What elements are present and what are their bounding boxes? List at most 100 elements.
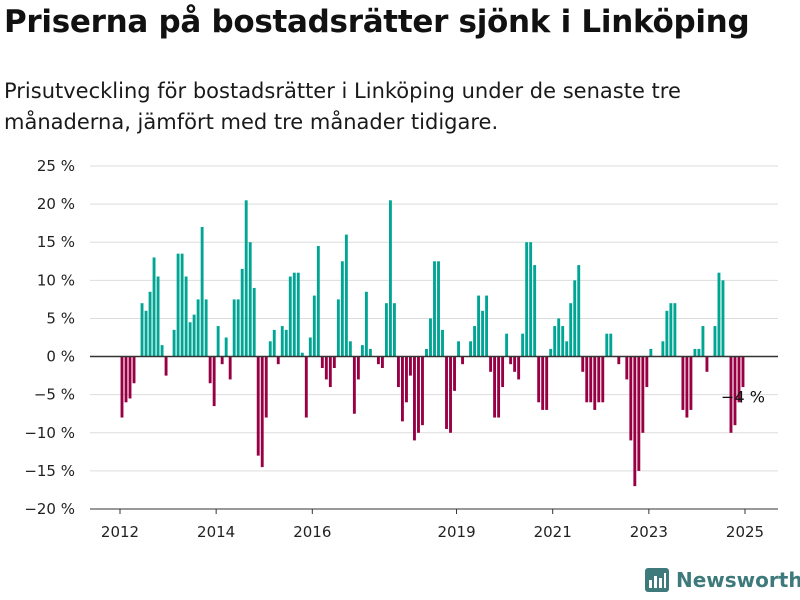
bar bbox=[200, 226, 204, 357]
bar bbox=[316, 246, 320, 357]
bar bbox=[537, 356, 541, 403]
bar bbox=[525, 242, 529, 357]
bar bbox=[605, 333, 609, 357]
bar bbox=[280, 326, 284, 357]
bar bbox=[192, 314, 196, 357]
bar bbox=[320, 356, 324, 368]
bar bbox=[589, 356, 593, 403]
bar bbox=[300, 352, 304, 357]
bar bbox=[144, 310, 148, 357]
bar bbox=[409, 356, 412, 376]
bar bbox=[413, 356, 416, 441]
bar bbox=[557, 318, 561, 357]
x-tick-label: 2019 bbox=[437, 523, 475, 541]
bar bbox=[236, 299, 240, 357]
bar bbox=[156, 276, 160, 357]
bar bbox=[176, 253, 180, 357]
bar bbox=[697, 348, 701, 357]
bar bbox=[433, 261, 436, 357]
bar bbox=[405, 356, 408, 403]
chart-title: Priserna på bostadsrätter sjönk i Linköp… bbox=[4, 4, 750, 40]
bar bbox=[196, 299, 200, 357]
last-value-annotation: −4 % bbox=[721, 387, 765, 406]
bar bbox=[232, 299, 236, 357]
bar bbox=[180, 253, 184, 357]
bar bbox=[292, 272, 296, 357]
bar bbox=[421, 356, 424, 426]
bar bbox=[609, 333, 613, 357]
bar bbox=[597, 356, 601, 403]
bar bbox=[284, 329, 288, 357]
bar bbox=[489, 356, 493, 372]
x-tick-label: 2021 bbox=[534, 523, 572, 541]
bar bbox=[513, 356, 517, 372]
bar bbox=[256, 356, 260, 456]
bar bbox=[737, 356, 741, 403]
bar bbox=[505, 333, 509, 357]
bar bbox=[705, 356, 709, 372]
bar bbox=[645, 356, 649, 388]
bar bbox=[681, 356, 685, 410]
bar bbox=[441, 329, 444, 357]
bar bbox=[216, 326, 220, 357]
bar bbox=[673, 303, 677, 357]
bar bbox=[380, 356, 384, 368]
bar bbox=[485, 295, 489, 357]
bar bbox=[296, 272, 300, 357]
bar bbox=[529, 242, 533, 357]
bar bbox=[585, 356, 589, 403]
bar bbox=[457, 341, 460, 357]
y-tick-label: 15 % bbox=[37, 233, 75, 251]
bar bbox=[140, 303, 144, 357]
bar bbox=[689, 356, 693, 410]
bar bbox=[340, 261, 344, 357]
bar bbox=[248, 242, 252, 357]
bar bbox=[336, 299, 340, 357]
bar bbox=[461, 356, 464, 365]
bar bbox=[360, 345, 364, 357]
bar bbox=[172, 329, 176, 357]
bar bbox=[272, 329, 276, 357]
bar bbox=[152, 257, 156, 357]
bar bbox=[128, 356, 132, 399]
bars bbox=[120, 200, 745, 487]
bar bbox=[549, 348, 553, 357]
bar bbox=[397, 356, 400, 388]
bar bbox=[565, 341, 569, 357]
x-tick-label: 2023 bbox=[630, 523, 668, 541]
y-tick-label: 5 % bbox=[46, 309, 75, 327]
bar bbox=[344, 234, 348, 357]
bar bbox=[425, 348, 428, 357]
x-axis-ticks: 2012 2014 2016 2019 2021 2023 2025 bbox=[101, 509, 764, 541]
bar bbox=[220, 356, 224, 365]
bar bbox=[208, 356, 212, 384]
bar bbox=[332, 356, 336, 368]
bar bbox=[721, 280, 725, 357]
y-tick-label: −20 % bbox=[24, 500, 75, 518]
bar bbox=[308, 337, 312, 357]
bar bbox=[637, 356, 641, 471]
bar bbox=[661, 341, 665, 357]
x-tick-label: 2014 bbox=[197, 523, 235, 541]
bar bbox=[601, 356, 605, 403]
bar bbox=[393, 303, 396, 357]
bar bbox=[717, 272, 721, 357]
bar bbox=[733, 356, 737, 426]
bar bbox=[304, 356, 308, 418]
bar bbox=[533, 265, 537, 357]
y-tick-label: 0 % bbox=[46, 348, 75, 366]
bar bbox=[553, 326, 557, 357]
bar bbox=[445, 356, 448, 429]
bar bbox=[477, 295, 481, 357]
bar bbox=[417, 356, 420, 433]
x-tick-label: 2025 bbox=[726, 523, 764, 541]
bar bbox=[453, 356, 456, 391]
bar bbox=[545, 356, 549, 410]
bar bbox=[260, 356, 264, 468]
bar bbox=[228, 356, 232, 380]
chart-subtitle: Prisutveckling för bostadsrätter i Linkö… bbox=[4, 79, 681, 134]
bar bbox=[244, 200, 248, 357]
bar bbox=[625, 356, 629, 380]
bar bbox=[449, 356, 452, 433]
bar bbox=[264, 356, 268, 418]
